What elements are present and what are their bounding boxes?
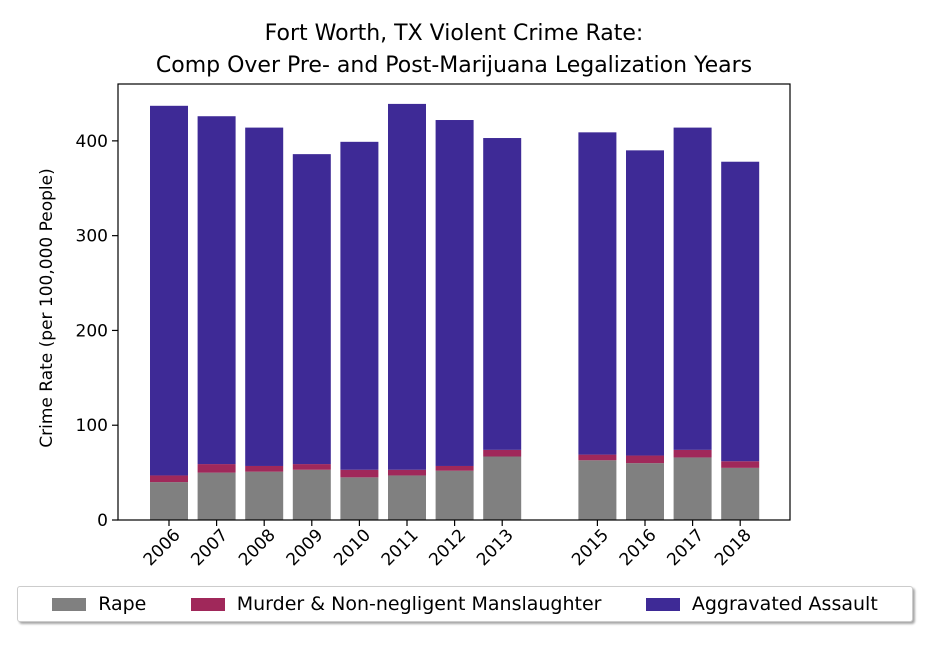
bar-murder-non-negligent-manslaughter-2017	[673, 449, 712, 458]
bar-rape-2013	[483, 456, 522, 520]
x-tick-label: 2009	[283, 525, 328, 570]
x-tick-label: 2015	[568, 525, 613, 570]
legend: Rape Murder & Non-negligent Manslaughter…	[17, 586, 913, 622]
bar-murder-non-negligent-manslaughter-2011	[388, 469, 426, 476]
bar-aggravated-assault-2016	[626, 150, 664, 456]
x-tick-label: 2011	[378, 525, 423, 570]
bar-rape-2015	[578, 460, 617, 520]
legend-label-assault: Aggravated Assault	[691, 593, 878, 615]
bar-murder-non-negligent-manslaughter-2008	[245, 465, 284, 472]
bar-murder-non-negligent-manslaughter-2006	[150, 475, 188, 483]
x-tick-label: 2016	[616, 525, 661, 570]
legend-swatch-rape	[52, 597, 87, 611]
bar-rape-2009	[292, 469, 331, 520]
x-tick-label: 2007	[187, 525, 232, 570]
bar-aggravated-assault-2007	[197, 116, 236, 465]
bar-murder-non-negligent-manslaughter-2009	[292, 464, 331, 470]
y-tick-label: 0	[97, 511, 108, 531]
bar-aggravated-assault-2018	[721, 161, 760, 462]
bar-murder-non-negligent-manslaughter-2013	[483, 449, 522, 457]
bar-rape-2010	[340, 477, 379, 520]
bar-aggravated-assault-2009	[292, 154, 331, 465]
legend-swatch-murder	[190, 597, 225, 611]
x-axis: 2006 2007 2008 2009 2010 2011 2012 2013 2015 2016…	[140, 520, 756, 570]
bar-aggravated-assault-2006	[150, 105, 188, 476]
y-tick-label: 400	[76, 132, 108, 152]
bar-murder-non-negligent-manslaughter-2016	[626, 455, 664, 464]
bars-group	[150, 103, 760, 520]
bar-aggravated-assault-2017	[673, 127, 712, 450]
legend-item-assault: Aggravated Assault	[645, 593, 878, 615]
legend-swatch-assault	[645, 597, 680, 611]
y-axis: 0 100 200 300 400	[76, 132, 118, 531]
legend-item-rape: Rape	[52, 593, 146, 615]
x-tick-label: 2018	[711, 525, 756, 570]
bar-aggravated-assault-2008	[245, 127, 284, 466]
bar-aggravated-assault-2015	[578, 132, 617, 455]
x-tick-label: 2012	[425, 525, 470, 570]
legend-label-murder: Murder & Non-negligent Manslaughter	[236, 593, 602, 615]
y-tick-label: 300	[76, 227, 108, 247]
bar-rape-2018	[721, 467, 760, 520]
x-tick-label: 2017	[663, 525, 708, 570]
x-tick-label: 2006	[140, 525, 185, 570]
bar-rape-2016	[626, 463, 664, 520]
bar-aggravated-assault-2012	[435, 120, 474, 466]
y-axis-label: Crime Rate (per 100,000 People)	[37, 168, 57, 447]
bar-aggravated-assault-2010	[340, 141, 379, 470]
x-tick-label: 2010	[330, 525, 375, 570]
bar-murder-non-negligent-manslaughter-2015	[578, 454, 617, 461]
chart-title-line2: Comp Over Pre- and Post-Marijuana Legali…	[156, 53, 752, 78]
bar-murder-non-negligent-manslaughter-2007	[197, 464, 236, 473]
y-tick-label: 100	[76, 416, 108, 436]
bar-aggravated-assault-2013	[483, 138, 522, 450]
bar-murder-non-negligent-manslaughter-2010	[340, 469, 379, 478]
chart-title-line1: Fort Worth, TX Violent Crime Rate:	[265, 21, 644, 46]
legend-item-murder: Murder & Non-negligent Manslaughter	[190, 593, 602, 615]
x-tick-label: 2008	[235, 525, 280, 570]
bar-murder-non-negligent-manslaughter-2012	[435, 465, 474, 471]
bar-rape-2017	[673, 457, 712, 520]
bar-rape-2007	[197, 472, 236, 520]
bar-murder-non-negligent-manslaughter-2018	[721, 461, 760, 468]
bar-rape-2006	[150, 482, 188, 520]
bar-rape-2011	[388, 475, 426, 520]
bar-aggravated-assault-2011	[388, 103, 426, 470]
y-tick-label: 200	[76, 321, 108, 341]
bar-rape-2008	[245, 471, 284, 520]
legend-label-rape: Rape	[98, 593, 147, 615]
bar-rape-2012	[435, 470, 474, 520]
x-tick-label: 2013	[473, 525, 518, 570]
